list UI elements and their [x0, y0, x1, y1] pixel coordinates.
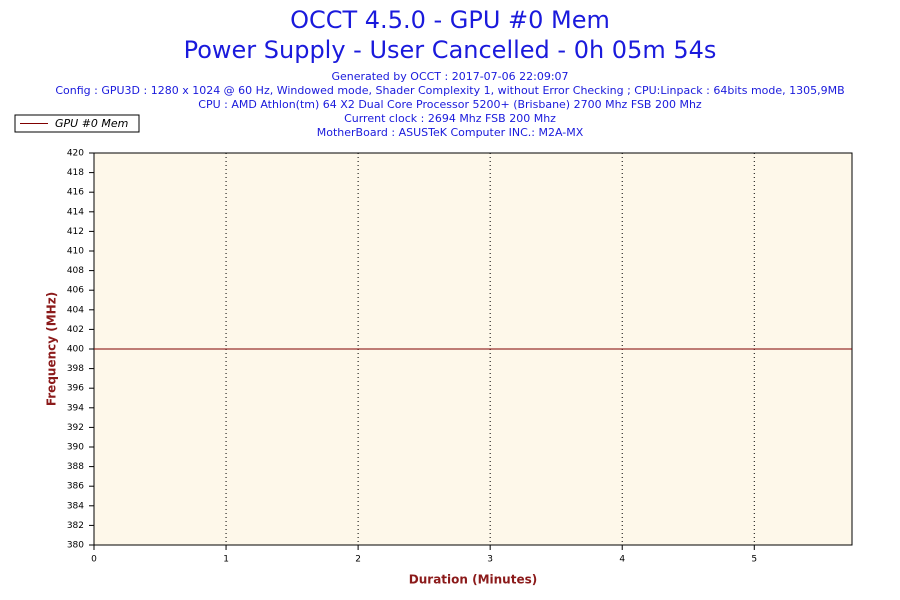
y-tick-label: 402 [67, 325, 84, 335]
y-tick-label: 416 [67, 188, 84, 198]
y-tick-label: 386 [67, 482, 84, 492]
y-tick-label: 398 [67, 364, 84, 374]
x-tick-label: 4 [619, 555, 625, 565]
chart-subtitle: Power Supply - User Cancelled - 0h 05m 5… [184, 36, 717, 64]
y-tick-label: 412 [67, 227, 84, 237]
legend-box [14, 114, 140, 133]
y-tick-label: 392 [67, 423, 84, 433]
y-tick-label: 410 [67, 247, 84, 257]
x-axis-label: Duration (Minutes) [409, 573, 537, 587]
legend-label: GPU #0 Mem [55, 117, 128, 130]
y-tick-label: 414 [67, 207, 84, 217]
y-tick-label: 396 [67, 384, 84, 394]
info-line: MotherBoard : ASUSTeK Computer INC.: M2A… [317, 126, 584, 139]
y-tick-label: 380 [67, 541, 84, 551]
x-tick-label: 0 [91, 555, 97, 565]
x-tick-label: 5 [751, 555, 757, 565]
y-tick-label: 390 [67, 443, 84, 453]
y-tick-label: 394 [67, 403, 84, 413]
x-tick-label: 2 [355, 555, 361, 565]
x-tick-label: 1 [223, 555, 229, 565]
y-tick-label: 384 [67, 501, 84, 511]
info-line: Current clock : 2694 Mhz FSB 200 Mhz [344, 112, 556, 125]
y-tick-label: 382 [67, 521, 84, 531]
y-tick-label: 404 [67, 305, 84, 315]
info-line: Config : GPU3D : 1280 x 1024 @ 60 Hz, Wi… [55, 84, 844, 97]
info-line: Generated by OCCT : 2017-07-06 22:09:07 [331, 70, 568, 83]
y-axis-label: Frequency (MHz) [45, 292, 59, 406]
info-line: CPU : AMD Athlon(tm) 64 X2 Dual Core Pro… [198, 98, 702, 111]
x-tick-label: 3 [487, 555, 493, 565]
y-tick-label: 400 [67, 345, 84, 355]
y-tick-label: 418 [67, 168, 84, 178]
y-tick-label: 406 [67, 286, 84, 296]
y-tick-label: 420 [67, 149, 84, 159]
chart-title: OCCT 4.5.0 - GPU #0 Mem [290, 6, 610, 34]
y-tick-label: 388 [67, 462, 84, 472]
y-tick-label: 408 [67, 266, 84, 276]
